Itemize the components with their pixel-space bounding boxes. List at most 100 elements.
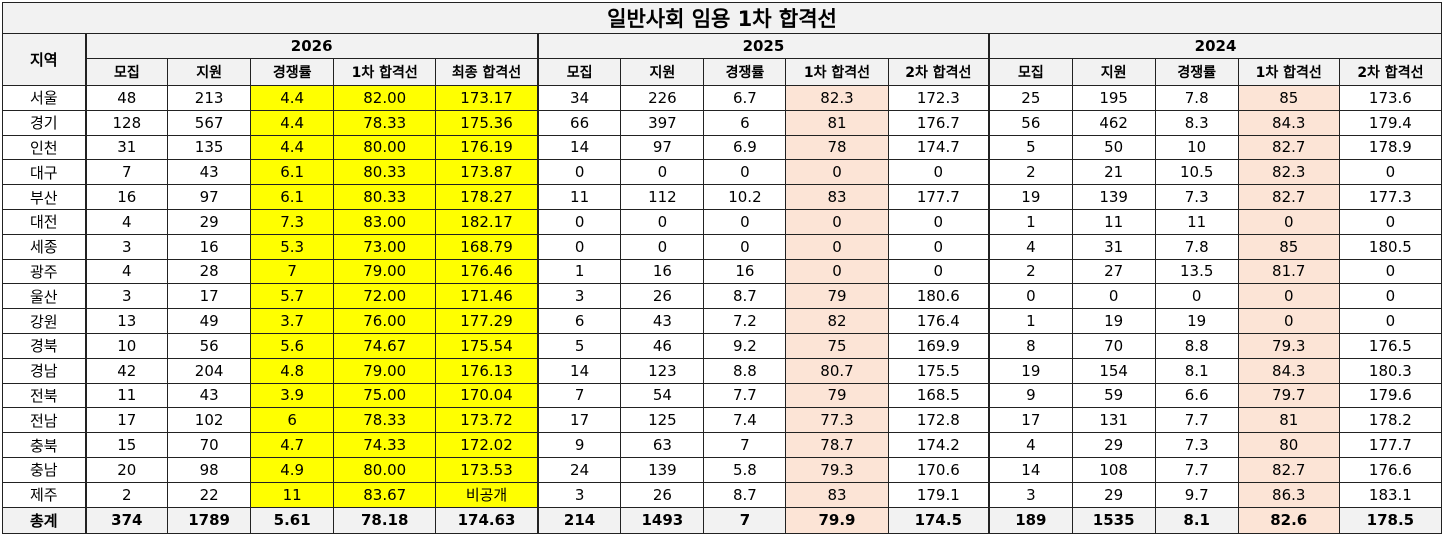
- value-cell: 0: [620, 208, 705, 235]
- region-cell: 서울: [1, 85, 87, 111]
- value-cell: 11: [84, 382, 169, 409]
- region-cell: 전남: [1, 407, 87, 434]
- value-cell: 3: [988, 481, 1073, 508]
- value-cell: 76.00: [333, 308, 437, 334]
- value-cell: 29: [1071, 432, 1156, 458]
- value-cell: 7.7: [1154, 456, 1239, 483]
- value-cell: 6.6: [1154, 382, 1239, 409]
- value-cell: 74.67: [333, 332, 437, 359]
- value-cell: 79.3: [1237, 332, 1340, 359]
- value-cell: 29: [167, 208, 252, 235]
- value-cell: 173.87: [435, 159, 539, 186]
- data-row: 전북 11 43 3.9 75.00 170.04 7 54 7.7 79 168.5 9 59 6.6 7…: [1, 382, 1443, 409]
- value-cell: 84.3: [1237, 357, 1340, 384]
- column-header: 경쟁률: [703, 58, 787, 86]
- value-cell: 11: [250, 481, 335, 508]
- value-cell: 1: [536, 258, 622, 285]
- value-cell: 0: [703, 233, 787, 260]
- value-cell: 139: [620, 456, 705, 483]
- value-cell: 8.8: [703, 357, 787, 384]
- region-cell: 울산: [1, 283, 87, 310]
- value-cell: 20: [84, 456, 169, 483]
- value-cell: 6.7: [703, 85, 787, 111]
- value-cell: 0: [620, 233, 705, 260]
- data-row: 경기 128 567 4.4 78.33 175.36 66 397 6 81 176.7 56 462…: [1, 109, 1443, 136]
- value-cell: 176.19: [435, 134, 539, 161]
- value-cell: 63: [620, 432, 705, 458]
- value-cell: 83.00: [333, 208, 437, 235]
- value-cell: 10.2: [703, 184, 787, 210]
- value-cell: 5: [988, 134, 1073, 161]
- value-cell: 46: [620, 332, 705, 359]
- value-cell: 0: [1338, 258, 1443, 285]
- value-cell: 6: [536, 308, 622, 334]
- value-cell: 6.9: [703, 134, 787, 161]
- value-cell: 83: [785, 481, 889, 508]
- value-cell: 5.7: [250, 283, 335, 310]
- value-cell: 0: [887, 233, 990, 260]
- column-header: 1차 합격선: [1237, 58, 1340, 86]
- value-cell: 22: [167, 481, 252, 508]
- data-row: 대구 7 43 6.1 80.33 173.87 0 0 0 0 0 2 21 10.5 82.3 0: [1, 159, 1443, 186]
- total-cell: 174.63: [435, 506, 539, 534]
- value-cell: 1: [988, 308, 1073, 334]
- value-cell: 178.2: [1338, 407, 1443, 434]
- value-cell: 462: [1071, 109, 1156, 136]
- value-cell: 7.7: [703, 382, 787, 409]
- value-cell: 0: [536, 208, 622, 235]
- value-cell: 179.6: [1338, 382, 1443, 409]
- value-cell: 7: [84, 159, 169, 186]
- region-cell: 광주: [1, 258, 87, 285]
- value-cell: 59: [1071, 382, 1156, 409]
- value-cell: 11: [1154, 208, 1239, 235]
- value-cell: 19: [988, 184, 1073, 210]
- value-cell: 0: [785, 159, 889, 186]
- value-cell: 176.46: [435, 258, 539, 285]
- value-cell: 9.2: [703, 332, 787, 359]
- value-cell: 82.3: [785, 85, 889, 111]
- value-cell: 0: [785, 233, 889, 260]
- value-cell: 2: [84, 481, 169, 508]
- year-header: 2024: [988, 33, 1443, 59]
- value-cell: 168.5: [887, 382, 990, 409]
- value-cell: 6: [250, 407, 335, 434]
- value-cell: 4: [988, 432, 1073, 458]
- value-cell: 70: [167, 432, 252, 458]
- value-cell: 397: [620, 109, 705, 136]
- value-cell: 9: [536, 432, 622, 458]
- value-cell: 4.7: [250, 432, 335, 458]
- value-cell: 7.3: [1154, 184, 1239, 210]
- value-cell: 4: [84, 208, 169, 235]
- value-cell: 70: [1071, 332, 1156, 359]
- value-cell: 83: [785, 184, 889, 210]
- value-cell: 5.8: [703, 456, 787, 483]
- value-cell: 175.5: [887, 357, 990, 384]
- value-cell: 176.5: [1338, 332, 1443, 359]
- total-label: 총계: [1, 506, 87, 534]
- total-cell: 174.5: [887, 506, 990, 534]
- value-cell: 78.7: [785, 432, 889, 458]
- data-row: 광주 4 28 7 79.00 176.46 1 16 16 0 0 2 27 13.5 81.7 0: [1, 258, 1443, 285]
- value-cell: 3.9: [250, 382, 335, 409]
- value-cell: 2: [988, 258, 1073, 285]
- value-cell: 54: [620, 382, 705, 409]
- year-row: 지역 2026 2025 2024: [1, 33, 1443, 86]
- region-header: 지역: [1, 33, 87, 86]
- value-cell: 84.3: [1237, 109, 1340, 136]
- value-cell: 14: [988, 456, 1073, 483]
- value-cell: 14: [536, 357, 622, 384]
- value-cell: 98: [167, 456, 252, 483]
- value-cell: 78: [785, 134, 889, 161]
- column-header: 경쟁률: [1154, 58, 1239, 86]
- value-cell: 85: [1237, 233, 1340, 260]
- value-cell: 0: [1154, 283, 1239, 310]
- value-cell: 9.7: [1154, 481, 1239, 508]
- column-header: 최종 합격선: [435, 58, 539, 86]
- total-cell: 214: [536, 506, 622, 534]
- value-cell: 176.7: [887, 109, 990, 136]
- value-cell: 79.3: [785, 456, 889, 483]
- value-cell: 7.8: [1154, 233, 1239, 260]
- total-cell: 8.1: [1154, 506, 1239, 534]
- value-cell: 75.00: [333, 382, 437, 409]
- value-cell: 0: [1338, 308, 1443, 334]
